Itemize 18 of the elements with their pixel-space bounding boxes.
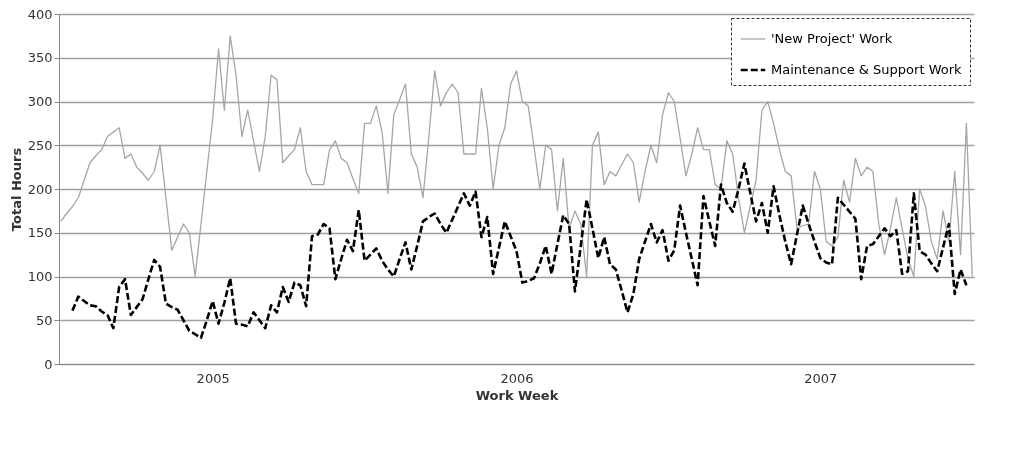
y-axis-title: Total Hours <box>8 147 24 232</box>
y-tick-label: 100 <box>27 269 53 284</box>
line-series <box>71 162 968 340</box>
y-tick-label: 0 <box>44 356 53 372</box>
y-tick-label: 50 <box>35 312 53 328</box>
y-tick-label: 400 <box>27 6 53 22</box>
y-tick-label: 300 <box>27 94 53 109</box>
legend-label: 'New Project' Work <box>771 31 893 46</box>
x-tick-label: 2006 <box>500 370 534 386</box>
y-tick-label: 200 <box>27 181 53 197</box>
y-tick-label: 350 <box>27 50 53 66</box>
x-tick-label: 2007 <box>804 370 838 386</box>
x-tick-label: 2005 <box>196 370 230 386</box>
y-tick-label: 250 <box>27 137 53 153</box>
legend-label: Maintenance & Support Work <box>771 62 963 77</box>
line-series <box>60 35 973 278</box>
x-axis-title: Work Week <box>475 387 559 403</box>
y-tick-label: 150 <box>27 225 53 241</box>
